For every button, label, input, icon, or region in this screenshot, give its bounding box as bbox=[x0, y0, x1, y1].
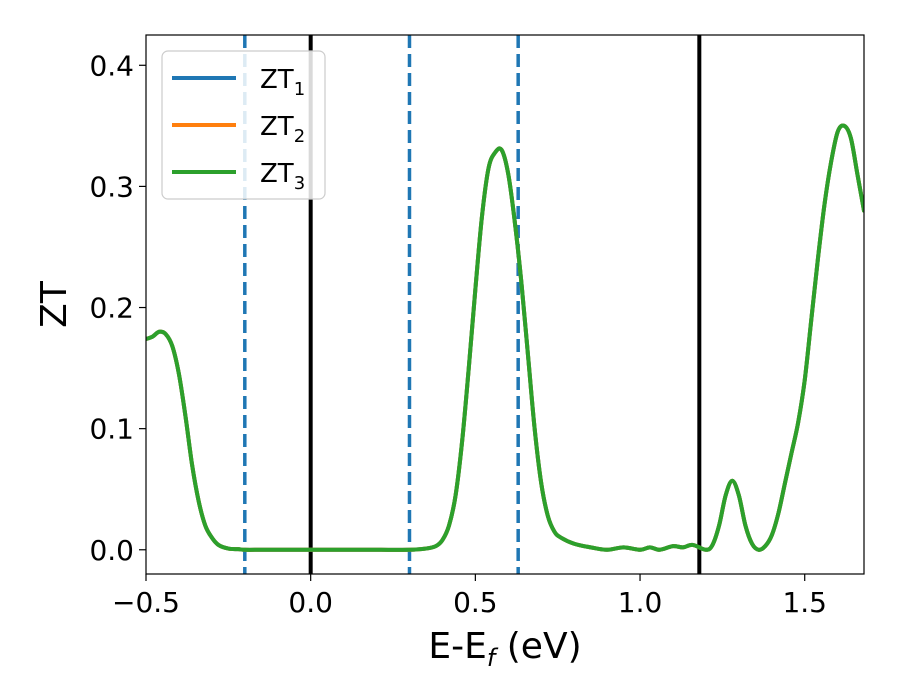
series-line-3 bbox=[146, 123, 864, 552]
y-axis-label: ZT bbox=[34, 280, 75, 328]
x-tick-label: −0.5 bbox=[112, 586, 180, 619]
x-axis-label: E-Ef (eV) bbox=[428, 626, 581, 672]
x-tick-label: 1.5 bbox=[782, 586, 827, 619]
legend: ZT1 ZT2 ZT3 bbox=[161, 50, 326, 200]
x-tick-label: 0.5 bbox=[453, 586, 498, 619]
x-axis-ticks: −0.5 0.0 0.5 1.0 1.5 bbox=[112, 574, 827, 619]
series-lines bbox=[146, 123, 864, 552]
legend-box bbox=[161, 50, 326, 200]
y-tick-label: 0.0 bbox=[89, 534, 134, 567]
y-tick-label: 0.2 bbox=[89, 292, 134, 325]
legend-label-2: ZT2 bbox=[260, 112, 305, 147]
y-tick-label: 0.4 bbox=[89, 49, 134, 82]
y-axis-ticks: 0.0 0.1 0.2 0.3 0.4 bbox=[89, 49, 146, 567]
plot-frame bbox=[145, 34, 865, 575]
x-axis-label-unit: (eV) bbox=[495, 626, 581, 667]
x-tick-label: 1.0 bbox=[618, 586, 663, 619]
x-tick-label: 0.0 bbox=[288, 586, 333, 619]
y-tick-label: 0.3 bbox=[89, 170, 134, 203]
x-axis-label-main: E-E bbox=[428, 626, 486, 667]
legend-label-1: ZT1 bbox=[260, 65, 305, 100]
legend-label-3: ZT3 bbox=[260, 159, 305, 194]
y-tick-label: 0.1 bbox=[89, 413, 134, 446]
